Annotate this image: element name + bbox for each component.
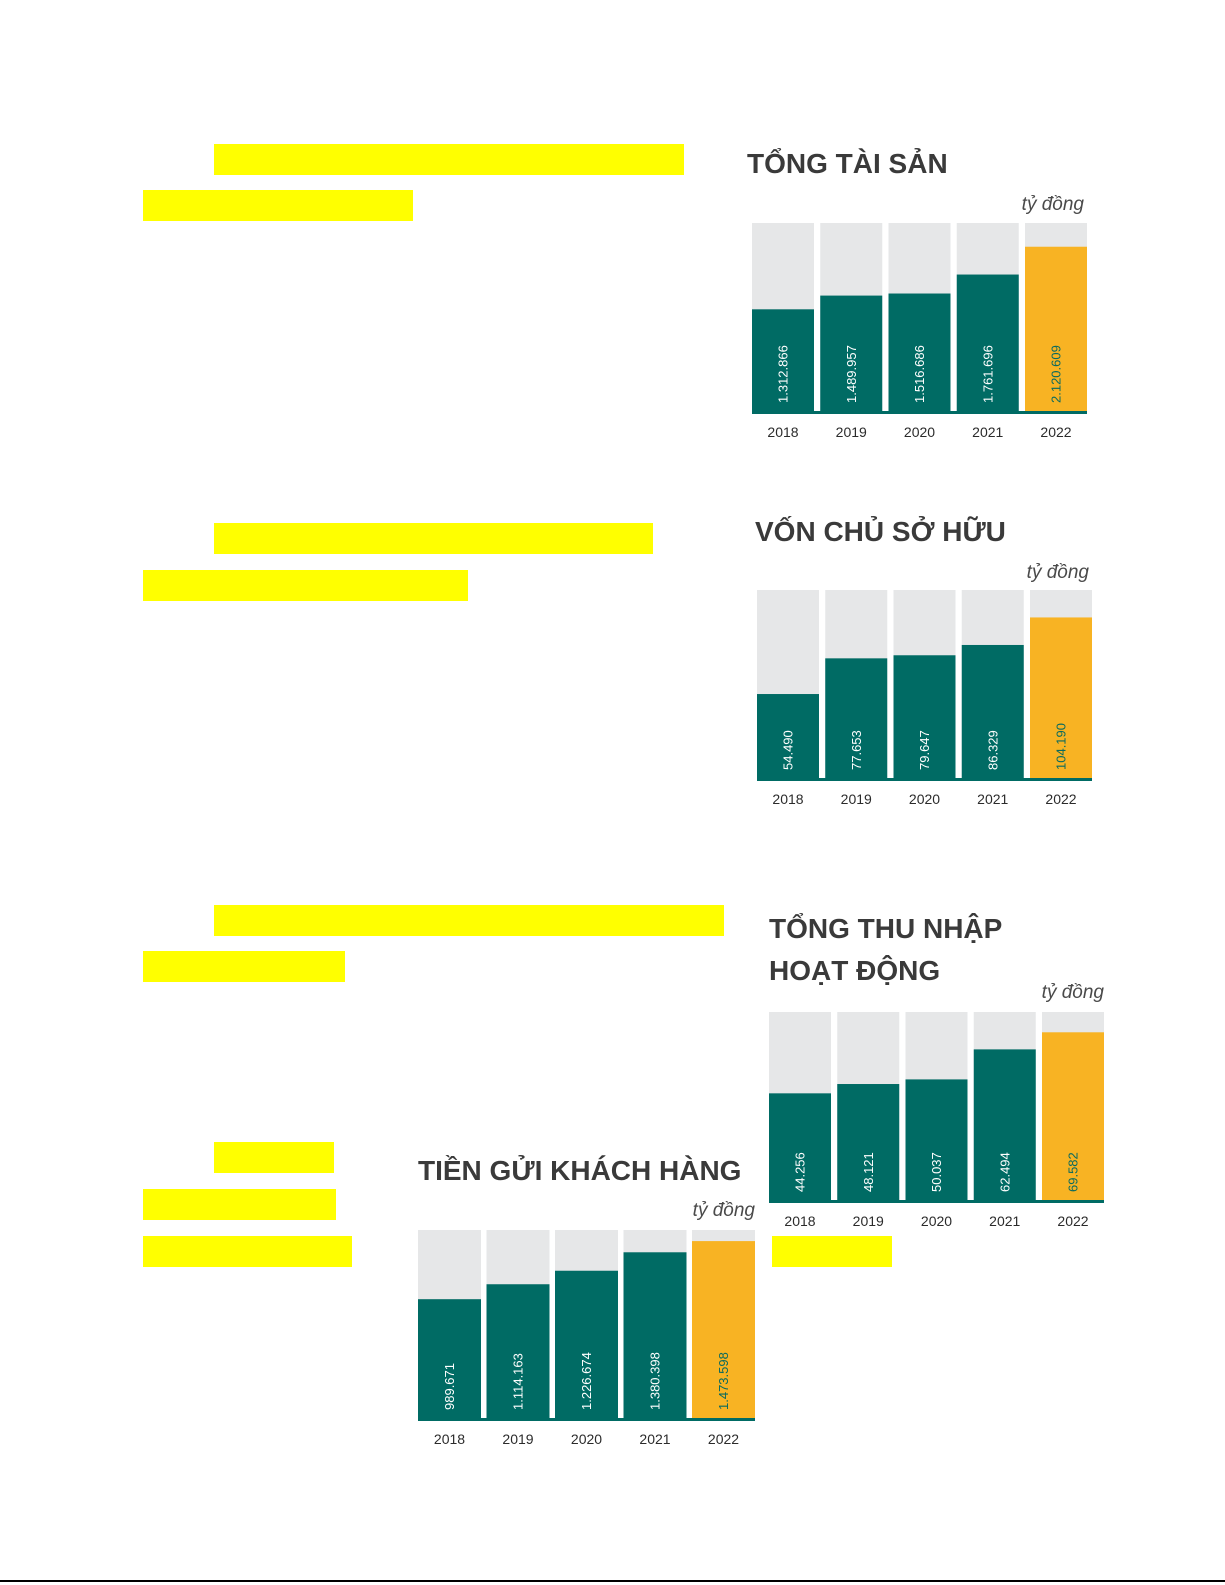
unit-label: tỷ đồng — [692, 1200, 755, 1221]
highlight-block-3 — [214, 523, 653, 554]
bar — [956, 274, 1019, 411]
tick-label: 2021 — [989, 1213, 1020, 1229]
bar — [825, 658, 888, 778]
chart-title-line: VỐN CHỦ SỞ HỮU — [755, 516, 1006, 547]
highlight-block-5 — [214, 905, 724, 936]
bar — [418, 1299, 481, 1418]
tick-label: 2021 — [977, 791, 1008, 807]
data-label: 77.653 — [849, 730, 864, 770]
tick-label: 2020 — [904, 424, 935, 440]
data-label: 1.516.686 — [912, 345, 927, 403]
highlight-block-9 — [143, 1236, 352, 1267]
tick-label: 2018 — [434, 1431, 465, 1447]
data-label: 1.312.866 — [776, 345, 791, 403]
tick-label: 2020 — [571, 1431, 602, 1447]
highlight-block-4 — [143, 570, 468, 601]
data-label: 50.037 — [929, 1152, 944, 1192]
page-bottom-rule — [0, 1580, 1225, 1582]
data-label: 2.120.609 — [1049, 345, 1064, 403]
baseline — [757, 778, 1092, 781]
bar — [820, 295, 883, 411]
chart-equity: VỐN CHỦ SỞ HỮU tỷ đồng 54.490 2018 77.653 2… — [755, 508, 1097, 813]
bar — [1030, 617, 1092, 778]
chart-title: VỐN CHỦ SỞ HỮU — [755, 511, 1006, 553]
chart-title: TỔNG THU NHẬP HOẠT ĐỘNG — [769, 908, 1002, 992]
tick-label: 2019 — [841, 791, 872, 807]
bar-plot: 44.256 2018 48.121 2019 50.037 2020 62.494 2021… — [769, 1012, 1104, 1229]
bar — [893, 655, 956, 778]
tick-label: 2018 — [767, 424, 798, 440]
highlight-block-6 — [143, 951, 345, 982]
tick-label: 2019 — [502, 1431, 533, 1447]
chart-title-line: TỔNG TÀI SẢN — [747, 148, 948, 179]
bar — [692, 1241, 755, 1418]
data-label: 86.329 — [985, 730, 1000, 770]
data-label: 62.494 — [997, 1152, 1012, 1192]
data-label: 1.226.674 — [579, 1352, 594, 1410]
data-label: 1.473.598 — [716, 1352, 731, 1410]
tick-label: 2020 — [921, 1213, 952, 1229]
tick-label: 2018 — [784, 1213, 815, 1229]
bar — [888, 293, 951, 411]
bar — [905, 1079, 968, 1200]
data-label: 1.489.957 — [844, 345, 859, 403]
bar — [961, 644, 1024, 778]
tick-label: 2018 — [772, 791, 803, 807]
bar — [769, 1093, 831, 1200]
data-label: 44.256 — [793, 1152, 808, 1192]
bar-plot: 1.312.866 2018 1.489.957 2019 1.516.686 2020 1… — [752, 223, 1087, 440]
unit-label: tỷ đồng — [1041, 982, 1104, 1003]
highlight-block-2 — [143, 190, 413, 221]
chart-customer-deposits: TIỀN GỬI KHÁCH HÀNG tỷ đồng 989.671 2018 1… — [418, 1150, 763, 1455]
data-label: 1.380.398 — [648, 1352, 663, 1410]
data-label: 69.582 — [1066, 1152, 1081, 1192]
unit-label: tỷ đồng — [1021, 194, 1084, 215]
tick-label: 2022 — [1040, 424, 1071, 440]
bar — [555, 1270, 618, 1418]
data-label: 48.121 — [861, 1152, 876, 1192]
chart-title-line: TỔNG THU NHẬP — [769, 913, 1003, 944]
highlight-block-10 — [772, 1236, 892, 1267]
data-label: 104.190 — [1054, 723, 1069, 770]
data-label: 54.490 — [781, 730, 796, 770]
bar-plot: 54.490 2018 77.653 2019 79.647 2020 86.329 2021… — [757, 590, 1092, 807]
unit-label: tỷ đồng — [1026, 562, 1089, 583]
bar — [837, 1084, 900, 1200]
chart-title: TỔNG TÀI SẢN — [747, 143, 948, 185]
tick-label: 2022 — [1045, 791, 1076, 807]
data-label: 1.114.163 — [511, 1353, 526, 1410]
tick-label: 2022 — [1057, 1213, 1088, 1229]
chart-operating-income: TỔNG THU NHẬP HOẠT ĐỘNG tỷ đồng 44.256 20… — [769, 908, 1114, 1233]
tick-label: 2021 — [639, 1431, 670, 1447]
highlight-block-7 — [214, 1142, 334, 1173]
tick-label: 2019 — [836, 424, 867, 440]
bar — [752, 309, 814, 411]
baseline — [769, 1200, 1104, 1203]
chart-title-line: TIỀN GỬI KHÁCH HÀNG — [418, 1155, 742, 1186]
bar — [623, 1252, 687, 1418]
bar — [1025, 246, 1087, 411]
bar — [1042, 1032, 1104, 1200]
bar-plot: 989.671 2018 1.114.163 2019 1.226.674 2020 1.3… — [418, 1230, 755, 1447]
tick-label: 2021 — [972, 424, 1003, 440]
data-label: 79.647 — [917, 730, 932, 770]
chart-title-line: HOẠT ĐỘNG — [769, 955, 941, 986]
bar — [486, 1284, 550, 1418]
chart-title: TIỀN GỬI KHÁCH HÀNG — [418, 1150, 741, 1192]
data-label: 989.671 — [442, 1363, 457, 1410]
baseline — [752, 411, 1087, 414]
data-label: 1.761.696 — [980, 345, 995, 403]
tick-label: 2019 — [853, 1213, 884, 1229]
tick-label: 2020 — [909, 791, 940, 807]
highlight-block-1 — [214, 144, 684, 175]
bar — [973, 1049, 1036, 1200]
baseline — [418, 1418, 755, 1421]
tick-label: 2022 — [708, 1431, 739, 1447]
highlight-block-8 — [143, 1189, 336, 1220]
chart-total-assets: TỔNG TÀI SẢN tỷ đồng 1.312.866 2018 1.489.… — [747, 140, 1092, 445]
bar — [757, 694, 819, 778]
